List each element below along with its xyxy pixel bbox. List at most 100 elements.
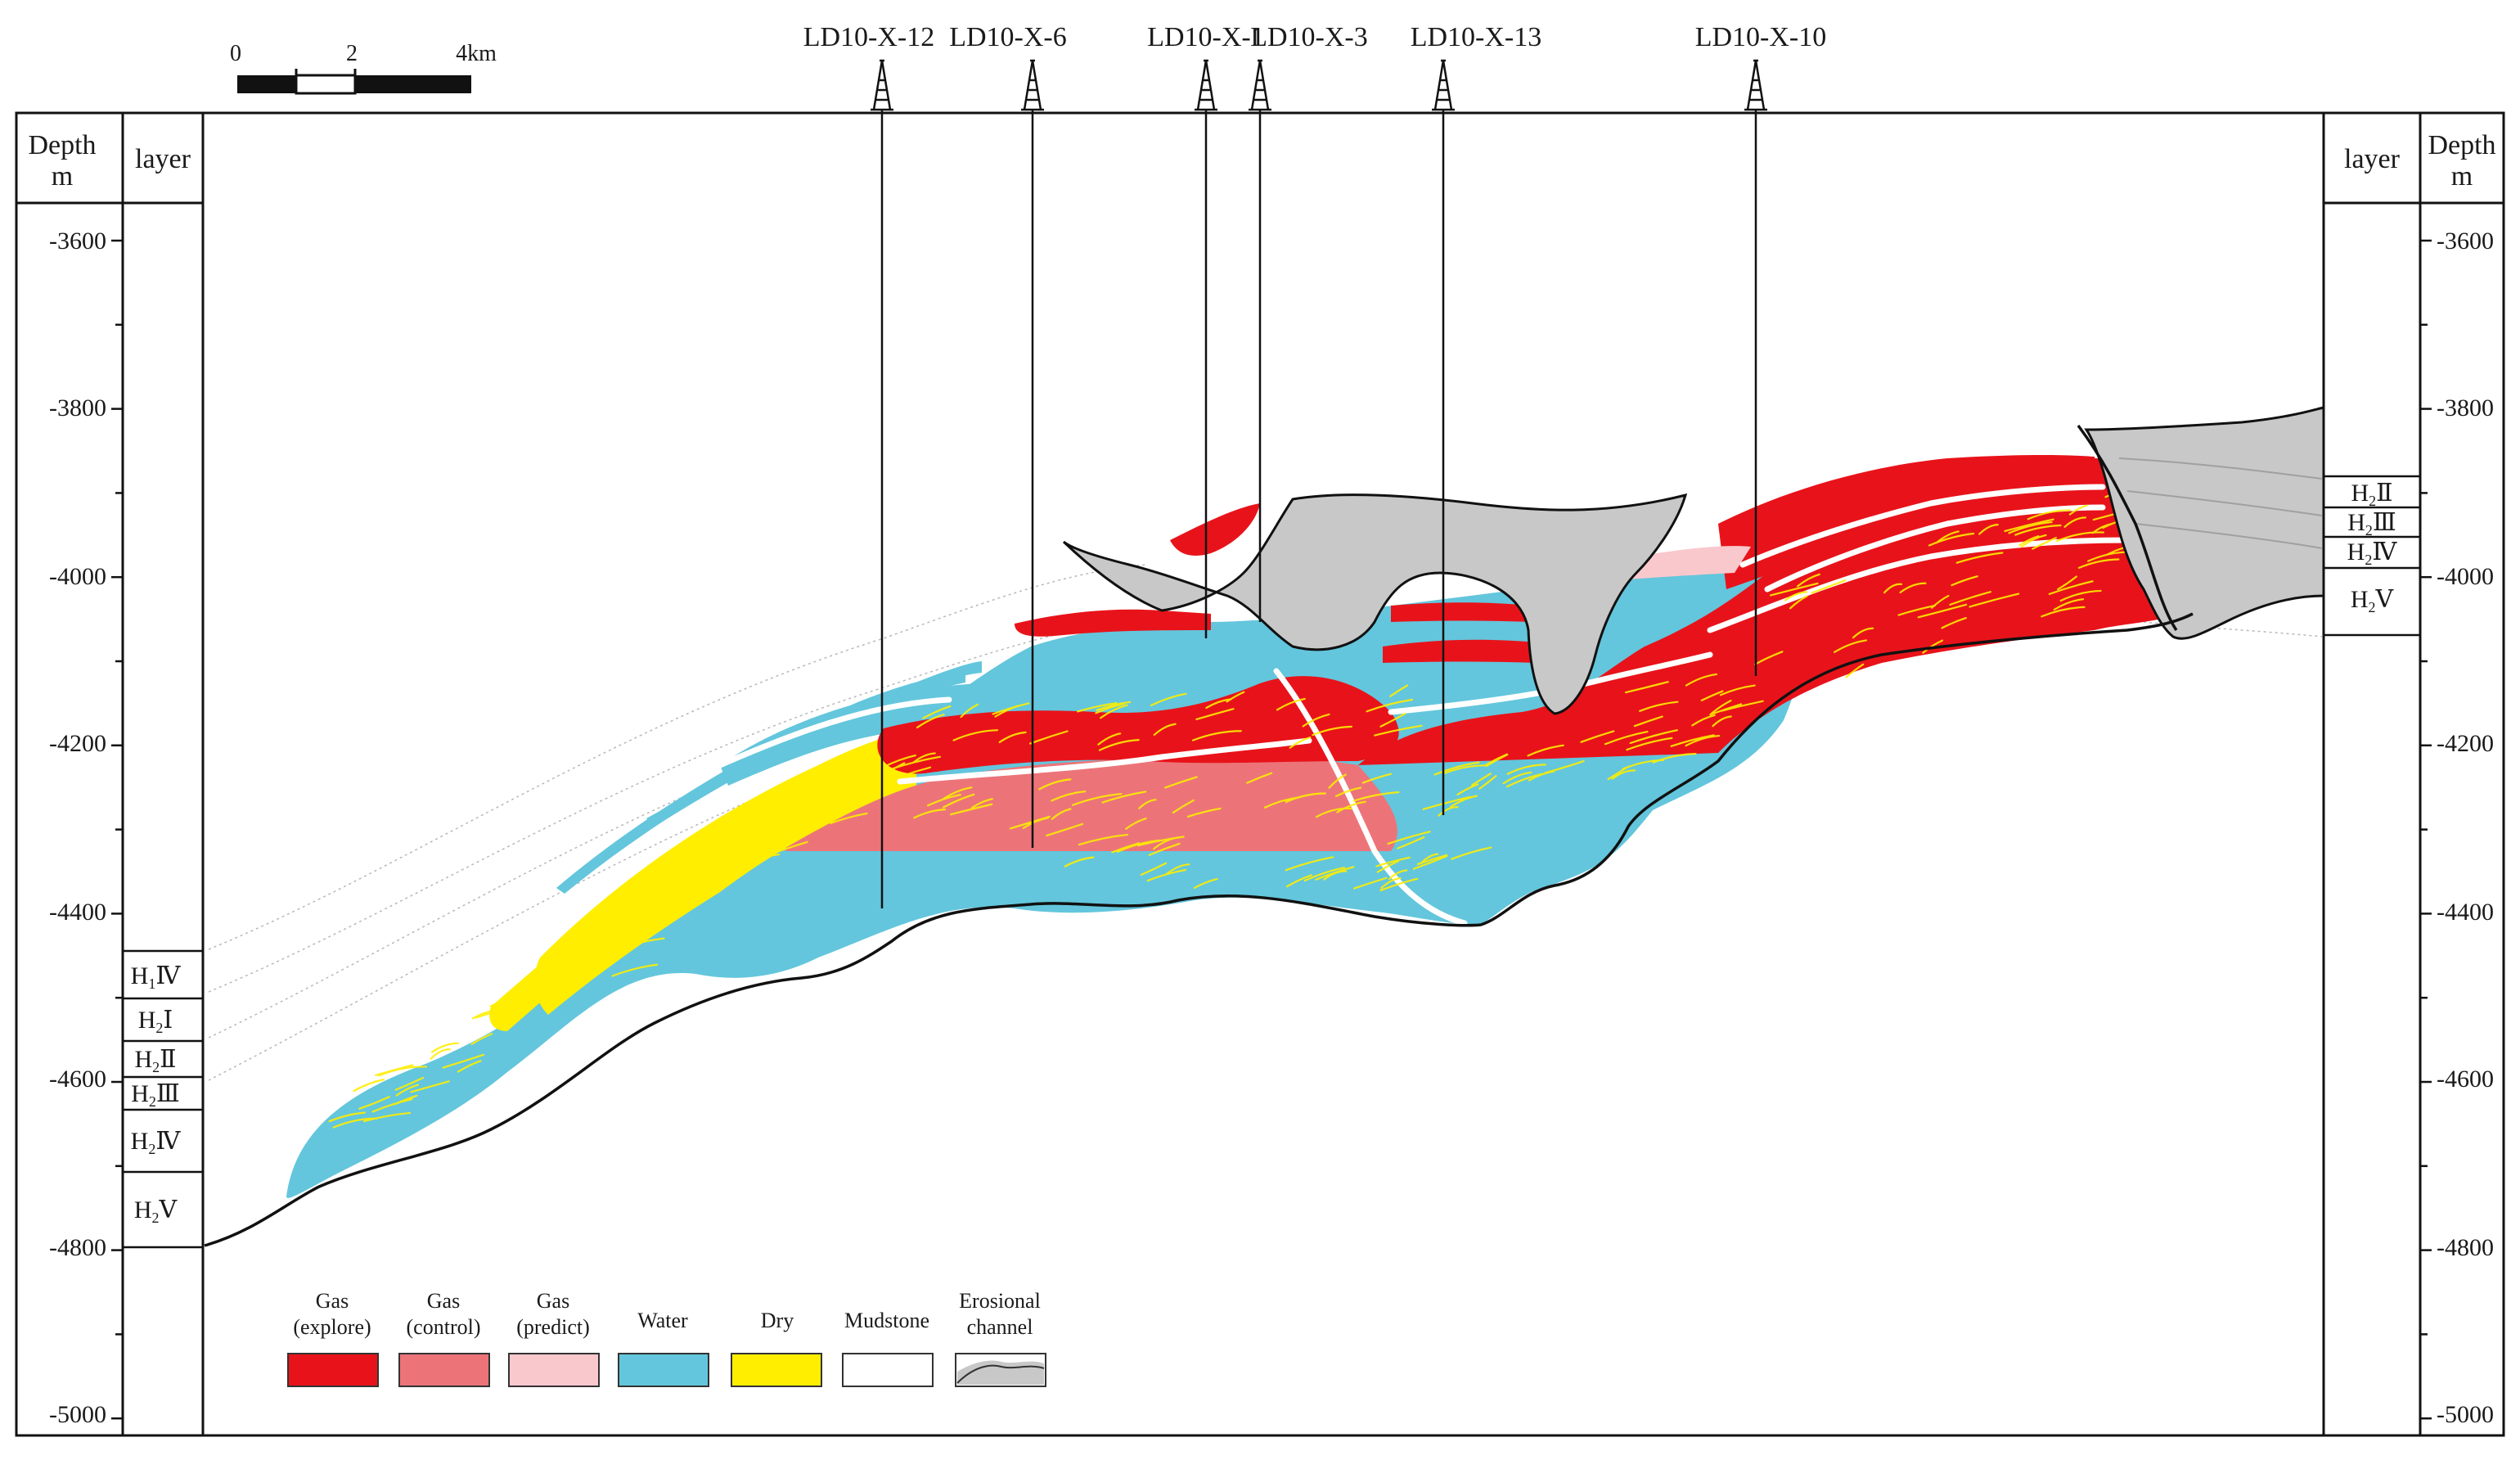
grain-streak bbox=[1116, 839, 1161, 853]
grain-streak bbox=[2014, 524, 2062, 536]
grain-streak bbox=[1834, 639, 1868, 653]
svg-text:(predict): (predict) bbox=[516, 1315, 590, 1339]
grain-streak bbox=[573, 966, 606, 977]
derrick-icon bbox=[1432, 59, 1455, 111]
gas-explore-top-bands bbox=[1718, 454, 2103, 589]
grain-streak bbox=[853, 787, 881, 799]
grain-streak bbox=[1611, 769, 1636, 780]
well-ld10-x-1[interactable]: LD10-X-1 bbox=[1147, 22, 1265, 638]
grain-streak bbox=[1670, 734, 1715, 747]
grain-streak bbox=[1852, 627, 1874, 639]
grain-streak bbox=[442, 1053, 485, 1069]
grain-streak bbox=[1096, 701, 1132, 711]
geologic-section bbox=[204, 406, 2325, 1247]
scale-segment-black-2 bbox=[355, 75, 471, 93]
legend-item-gas-control: Gas (control) bbox=[398, 1289, 490, 1387]
grain-streak bbox=[430, 1048, 451, 1060]
grain-streak bbox=[638, 904, 673, 920]
grain-streak bbox=[1700, 690, 1724, 701]
channel-base-line bbox=[2077, 424, 2178, 631]
grain-streak bbox=[1527, 744, 1564, 757]
grain-streak bbox=[1246, 772, 1273, 784]
scale-segment-black-1 bbox=[237, 75, 296, 93]
grain-streak bbox=[410, 1080, 450, 1093]
depth-label-left: -4200 bbox=[49, 730, 106, 757]
grain-streak bbox=[1955, 552, 2004, 564]
grain-streak bbox=[1336, 800, 1366, 813]
right-header: layer Depth m bbox=[2344, 130, 2496, 192]
well-ld10-x-13[interactable]: LD10-X-13 bbox=[1411, 22, 1542, 815]
grain-streak bbox=[362, 1111, 411, 1123]
layer-label-right: H2Ⅲ bbox=[2347, 509, 2396, 538]
grain-streak bbox=[1285, 856, 1334, 872]
derrick-icon bbox=[871, 59, 893, 111]
grain-streak bbox=[724, 837, 749, 851]
svg-text:(control): (control) bbox=[407, 1315, 481, 1339]
grain-streak bbox=[1685, 734, 1721, 747]
grain-streak bbox=[645, 872, 670, 883]
grain-streak bbox=[618, 937, 665, 950]
grain-streak bbox=[1153, 836, 1181, 850]
layer-label-left: H2Ⅰ bbox=[138, 1007, 173, 1036]
well-ld10-x-10[interactable]: LD10-X-10 bbox=[1695, 22, 1827, 676]
grain-streak bbox=[371, 1098, 413, 1113]
grain-streak bbox=[2068, 504, 2088, 516]
grain-streak bbox=[1366, 698, 1413, 713]
grain-streak bbox=[830, 812, 868, 825]
grain-streak bbox=[884, 762, 906, 775]
legend: Gas (explore) Gas (control) Gas (predict… bbox=[287, 1289, 1046, 1387]
grain-streak bbox=[587, 958, 613, 970]
grain-streak bbox=[2063, 516, 2087, 528]
grain-streak bbox=[471, 1008, 500, 1020]
legend-item-dry: Dry bbox=[731, 1309, 822, 1387]
well-label: LD10-X-1 bbox=[1147, 22, 1265, 52]
grain-streak bbox=[2055, 531, 2104, 543]
grain-streak bbox=[1969, 593, 2020, 608]
grain-streak bbox=[1077, 701, 1118, 713]
grain-streak bbox=[1078, 833, 1129, 846]
depth-header-left: Depth bbox=[28, 130, 96, 160]
grain-streak bbox=[1506, 764, 1547, 775]
grain-streak bbox=[394, 1076, 425, 1091]
grain-streak bbox=[1897, 604, 1937, 616]
depth-label-left: -4000 bbox=[49, 563, 106, 590]
grain-streak bbox=[750, 811, 801, 825]
grain-streak bbox=[2048, 580, 2094, 595]
scale-label-2: 2 bbox=[346, 41, 358, 66]
grain-streak bbox=[1422, 795, 1471, 810]
grain-streak bbox=[1148, 842, 1181, 856]
scale-segment-white bbox=[295, 74, 357, 95]
svg-text:channel: channel bbox=[967, 1315, 1033, 1339]
svg-text:Water: Water bbox=[637, 1309, 688, 1332]
grain-streak bbox=[1899, 582, 1927, 594]
grain-streak bbox=[1502, 771, 1532, 785]
grain-streak bbox=[1710, 700, 1732, 715]
grain-streak bbox=[1639, 701, 1679, 712]
grain-streak bbox=[1226, 691, 1245, 703]
dry-zone bbox=[534, 728, 916, 1015]
grain-streak bbox=[1186, 807, 1222, 818]
svg-text:Mudstone: Mudstone bbox=[844, 1309, 929, 1332]
depth-label-right: -4600 bbox=[2437, 1066, 2494, 1093]
grain-streak bbox=[611, 963, 659, 977]
scale-label-4km: 4km bbox=[456, 41, 497, 66]
grain-streak bbox=[1450, 795, 1478, 808]
grain-streak bbox=[1138, 799, 1157, 809]
grain-streak bbox=[1935, 530, 1960, 544]
derrick-icon bbox=[1021, 59, 1044, 111]
well-ld10-x-3[interactable]: LD10-X-3 bbox=[1249, 22, 1368, 622]
grain-streak bbox=[1478, 775, 1497, 790]
grain-streak bbox=[1754, 651, 1784, 665]
well-ld10-x-6[interactable]: LD10-X-6 bbox=[949, 22, 1067, 848]
well-label: LD10-X-10 bbox=[1695, 22, 1827, 52]
legend-item-water: Water bbox=[618, 1309, 709, 1387]
grain-streak bbox=[1334, 786, 1361, 798]
derrick-icon bbox=[1195, 59, 1217, 111]
depth-unit-left: m bbox=[52, 161, 73, 192]
grain-streak bbox=[1352, 791, 1400, 802]
gas-explore-mid-2 bbox=[1383, 639, 1538, 663]
grain-streak bbox=[328, 1111, 367, 1123]
right-layer-column: H2Ⅱ H2Ⅲ H2Ⅳ H2Ⅴ bbox=[2324, 475, 2420, 637]
well-ld10-x-12[interactable]: LD10-X-12 bbox=[803, 22, 935, 908]
grain-streak bbox=[1195, 708, 1235, 720]
